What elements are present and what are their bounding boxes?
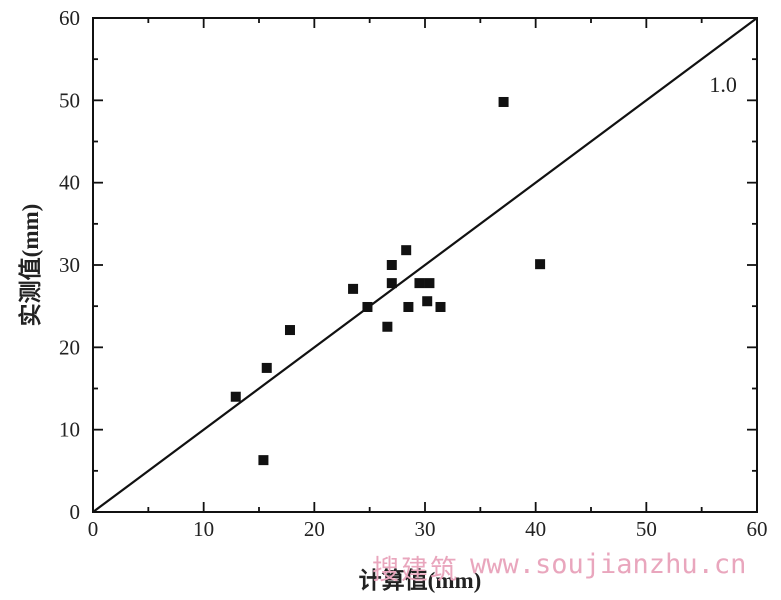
data-point [230, 391, 241, 402]
reference-line [92, 17, 758, 513]
y-tick-label: 20 [59, 335, 80, 359]
data-point [386, 278, 397, 289]
reference-line-label: 1.0 [709, 72, 737, 97]
data-point [535, 259, 546, 270]
y-tick-label: 50 [59, 88, 80, 112]
y-tick-label: 60 [59, 6, 80, 30]
data-point [386, 260, 397, 270]
data-point [498, 96, 509, 107]
y-tick-label: 40 [59, 171, 80, 195]
data-point [424, 278, 435, 289]
tick-labels: 0 10 20 30 40 50 60 0 10 20 30 40 50 60 [59, 6, 768, 541]
x-tick-label: 0 [88, 517, 99, 541]
y-axis-title: 实测值(mm) [17, 204, 43, 327]
data-point [261, 362, 272, 373]
data-point [422, 296, 433, 307]
x-tick-label: 30 [415, 517, 436, 541]
x-axis-title: 计算值(mm) [359, 567, 482, 593]
x-tick-label: 40 [525, 517, 546, 541]
reference-line-group: 1.0 [92, 17, 758, 513]
y-tick-label: 10 [59, 418, 80, 442]
data-point [258, 455, 269, 466]
x-tick-label: 60 [747, 517, 768, 541]
data-point [403, 301, 414, 312]
watermark-site-name: 搜建筑 [372, 555, 459, 586]
data-point [435, 301, 446, 312]
y-tick-label: 30 [59, 253, 80, 277]
x-tick-label: 10 [193, 517, 214, 541]
data-point [284, 325, 295, 336]
data-point [382, 321, 393, 332]
data-point [401, 245, 412, 256]
axis-ticks [92, 17, 758, 513]
watermark-url: www.soujianzhu.cn [470, 549, 747, 580]
x-tick-label: 20 [304, 517, 325, 541]
y-tick-label: 0 [70, 500, 81, 524]
data-point [362, 301, 373, 312]
data-point [414, 278, 425, 289]
data-points [230, 96, 546, 466]
data-point [348, 283, 359, 294]
x-tick-label: 50 [636, 517, 657, 541]
